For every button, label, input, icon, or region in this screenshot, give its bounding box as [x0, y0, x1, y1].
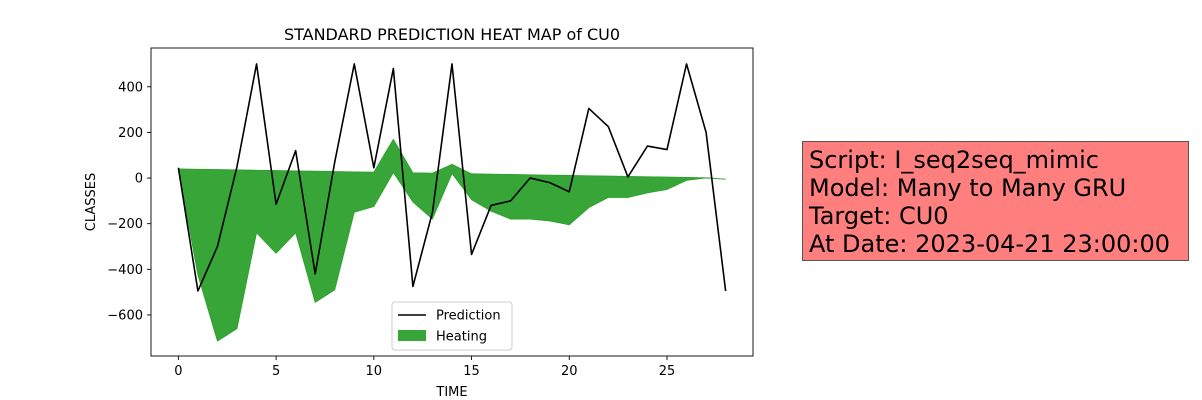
y-tick-label: −600 — [107, 308, 143, 323]
y-tick-label: 0 — [135, 172, 143, 187]
info-model: Model: Many to Many GRU — [809, 174, 1127, 202]
chart-title: STANDARD PREDICTION HEAT MAP of CU0 — [284, 25, 620, 44]
x-tick-label: 25 — [659, 364, 676, 379]
x-tick-label: 10 — [366, 364, 383, 379]
info-date: At Date: 2023-04-21 23:00:00 — [809, 230, 1171, 258]
legend-heating-label: Heating — [436, 330, 487, 345]
info-box: Script: I_seq2seq_mimic Model: Many to M… — [802, 141, 1189, 261]
x-tick-label: 5 — [272, 364, 280, 379]
info-target: Target: CU0 — [809, 202, 949, 230]
x-tick-label: 0 — [174, 364, 182, 379]
y-tick-label: 200 — [118, 126, 143, 141]
x-tick-label: 20 — [561, 364, 578, 379]
info-script: Script: I_seq2seq_mimic — [809, 146, 1099, 174]
plot-frame — [150, 47, 754, 357]
x-axis: 0 5 10 15 20 25 — [174, 356, 675, 379]
legend-prediction-label: Prediction — [436, 309, 501, 324]
y-axis: −600 −400 −200 0 200 400 — [107, 80, 151, 323]
legend-heating-swatch — [398, 330, 426, 341]
y-tick-label: −200 — [107, 217, 143, 232]
y-axis-label: CLASSES — [84, 173, 99, 231]
y-tick-label: −400 — [107, 263, 143, 278]
prediction-line — [177, 63, 727, 292]
x-axis-label: TIME — [435, 385, 467, 400]
plot-area — [150, 47, 754, 357]
heating-area — [177, 138, 726, 342]
legend: Prediction Heating — [391, 301, 513, 351]
y-tick-label: 400 — [118, 80, 143, 95]
x-tick-label: 15 — [463, 364, 480, 379]
